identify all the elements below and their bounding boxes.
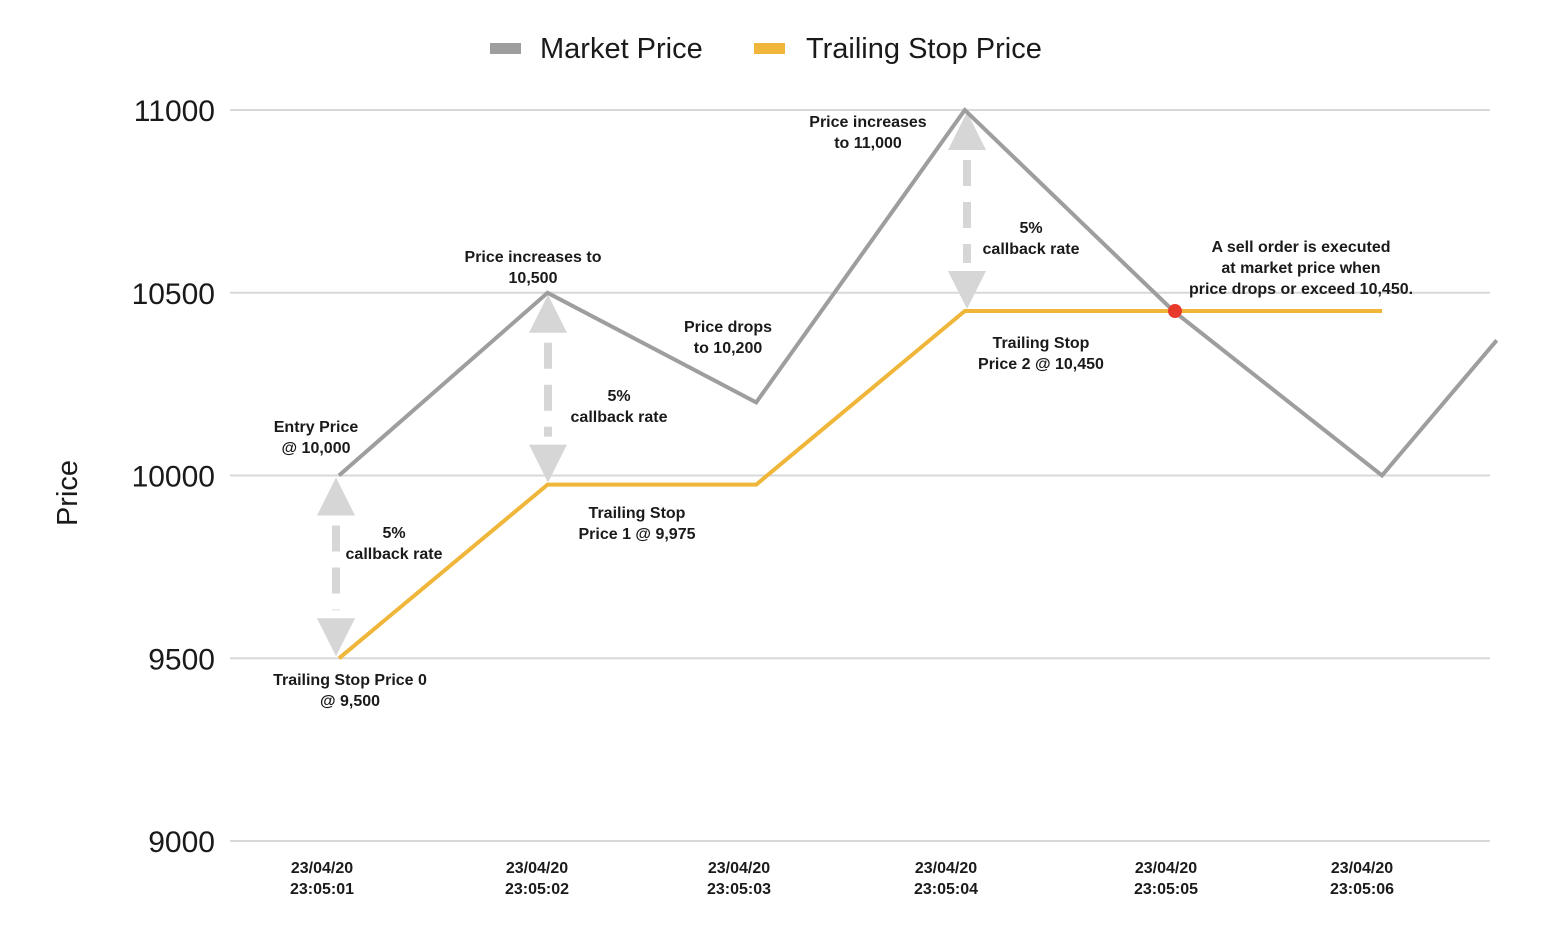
annotation-cb3: 5% callback rate <box>983 220 1080 258</box>
annotation-cb1: 5% callback rate <box>346 525 443 563</box>
x-tick-label: 23/04/20 23:05:02 <box>505 860 569 898</box>
callback-arrows <box>317 112 986 656</box>
annotation-entry: Entry Price @ 10,000 <box>274 419 359 457</box>
y-tick-label: 10000 <box>132 461 215 494</box>
annotation-ts2: Trailing Stop Price 2 @ 10,450 <box>978 335 1104 373</box>
callback-arrow <box>529 295 567 483</box>
annotation-cb2: 5% callback rate <box>571 388 668 426</box>
annotation-inc1: Price increases to 10,500 <box>465 249 602 287</box>
legend-swatch <box>490 43 521 54</box>
y-axis-label: Price <box>52 460 84 526</box>
legend-label: Market Price <box>540 33 703 65</box>
annotation-drop: Price drops to 10,200 <box>684 319 772 357</box>
series-lines <box>339 110 1497 658</box>
x-tick-label: 23/04/20 23:05:05 <box>1134 860 1198 898</box>
annotation-ts1: Trailing Stop Price 1 @ 9,975 <box>578 505 695 543</box>
y-axis-ticks: 11000 10500 10000 9500 9000 <box>132 95 215 859</box>
y-tick-label: 9500 <box>148 643 215 676</box>
sell-execution-marker <box>1168 304 1182 318</box>
legend-label: Trailing Stop Price <box>806 33 1042 65</box>
x-tick-label: 23/04/20 23:05:04 <box>914 860 978 898</box>
x-tick-label: 23/04/20 23:05:06 <box>1330 860 1394 898</box>
y-tick-label: 11000 <box>134 95 215 128</box>
annotation-ts0: Trailing Stop Price 0 @ 9,500 <box>273 672 427 710</box>
annotation-inc2: Price increases to 11,000 <box>809 114 927 152</box>
grid-lines <box>230 110 1490 841</box>
trailing-stop-line <box>339 311 1382 658</box>
callback-arrow <box>948 112 986 309</box>
legend-swatch <box>754 43 785 54</box>
x-tick-label: 23/04/20 23:05:03 <box>707 860 771 898</box>
y-tick-label: 10500 <box>132 278 215 311</box>
y-tick-label: 9000 <box>148 826 215 859</box>
x-axis-ticks: 23/04/20 23:05:01 23/04/20 23:05:02 23/04/20… <box>290 860 1394 898</box>
x-tick-label: 23/04/20 23:05:01 <box>290 860 354 898</box>
markers <box>339 110 1497 658</box>
legend: Market Price Trailing Stop Price <box>490 33 1042 65</box>
callback-arrow <box>317 478 355 657</box>
annotation-sell: A sell order is executed at market price … <box>1189 239 1413 298</box>
